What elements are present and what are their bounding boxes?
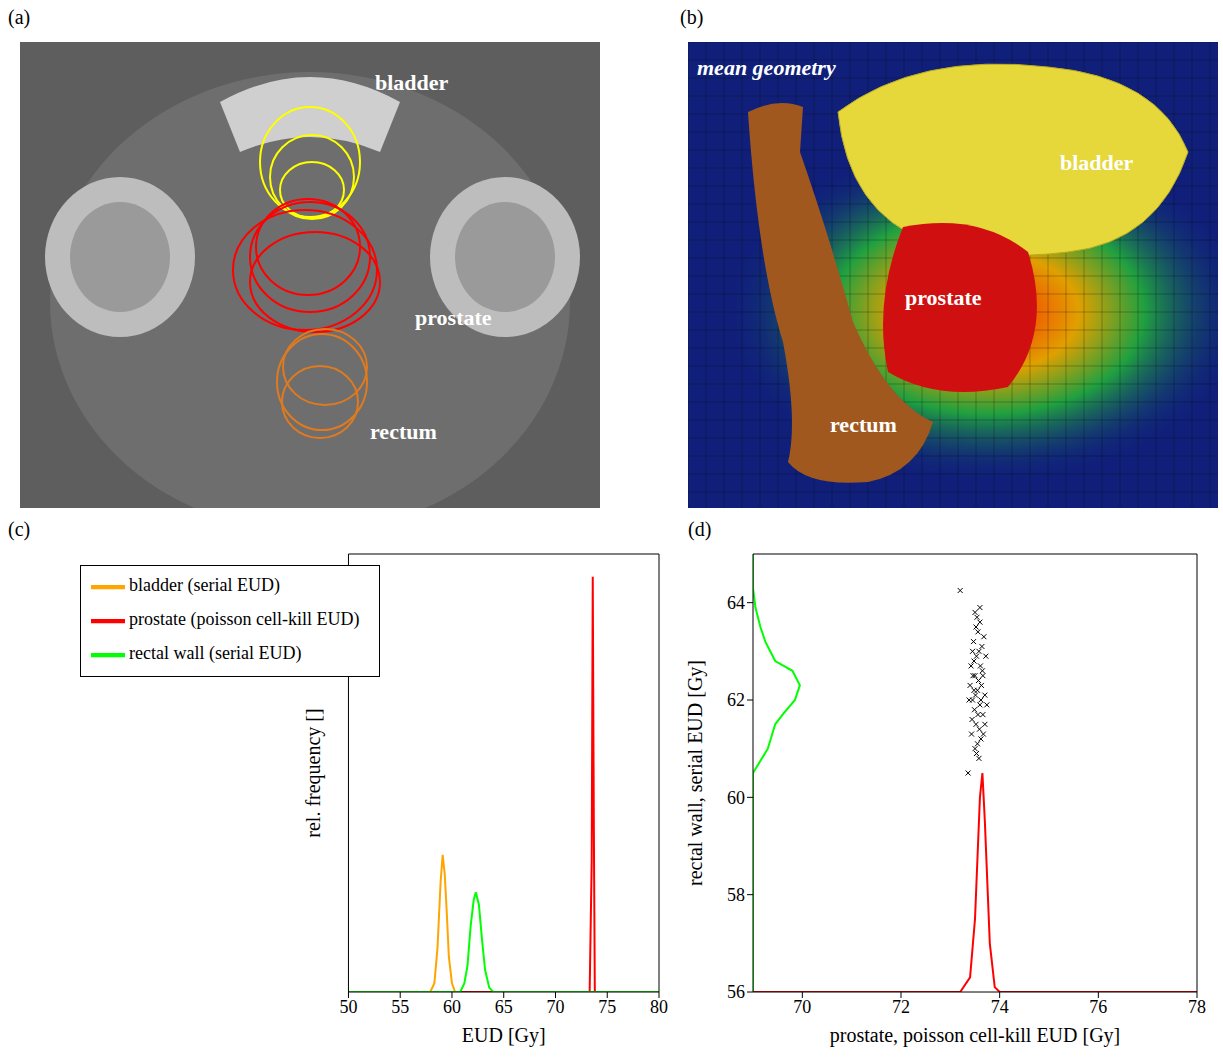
svg-text:62: 62 xyxy=(727,690,745,710)
html-text:(d): (d) xyxy=(688,518,712,540)
svg-text:74: 74 xyxy=(991,997,1009,1017)
html-text:prostate (poisson cell-kill EU: prostate (poisson cell-kill EUD) xyxy=(129,609,360,630)
svg-text:50: 50 xyxy=(339,997,357,1017)
html-text:(b): (b) xyxy=(680,6,704,28)
svg-text:rectal wall, serial EUD [Gy]: rectal wall, serial EUD [Gy] xyxy=(684,660,707,886)
svg-text:55: 55 xyxy=(391,997,409,1017)
svg-text:72: 72 xyxy=(892,997,910,1017)
svg-text:70: 70 xyxy=(793,997,811,1017)
svg-text:56: 56 xyxy=(727,982,745,1002)
svg-text:bladder: bladder xyxy=(375,70,449,95)
svg-text:prostate, poisson cell-kill EU: prostate, poisson cell-kill EUD [Gy] xyxy=(830,1024,1121,1047)
svg-text:75: 75 xyxy=(598,997,616,1017)
svg-text:58: 58 xyxy=(727,885,745,905)
svg-text:EUD [Gy]: EUD [Gy] xyxy=(462,1024,546,1047)
svg-text:rel. frequency []: rel. frequency [] xyxy=(302,708,325,837)
svg-text:76: 76 xyxy=(1089,997,1107,1017)
html-text:rectal wall (serial EUD): rectal wall (serial EUD) xyxy=(129,643,302,664)
svg-text:bladder: bladder xyxy=(1060,150,1134,175)
svg-text:64: 64 xyxy=(727,593,745,613)
svg-text:mean geometry: mean geometry xyxy=(697,55,836,80)
html-text:bladder (serial EUD): bladder (serial EUD) xyxy=(129,575,280,596)
svg-text:70: 70 xyxy=(546,997,564,1017)
svg-text:60: 60 xyxy=(727,788,745,808)
html-text:(c): (c) xyxy=(8,518,31,540)
html-text:(a): (a) xyxy=(8,6,31,28)
svg-text:65: 65 xyxy=(495,997,513,1017)
svg-text:78: 78 xyxy=(1188,997,1206,1017)
svg-text:rectum: rectum xyxy=(830,412,897,437)
svg-text:rectum: rectum xyxy=(370,419,437,444)
svg-text:80: 80 xyxy=(650,997,668,1017)
svg-text:prostate: prostate xyxy=(905,285,982,310)
svg-text:prostate: prostate xyxy=(415,305,492,330)
svg-text:60: 60 xyxy=(443,997,461,1017)
